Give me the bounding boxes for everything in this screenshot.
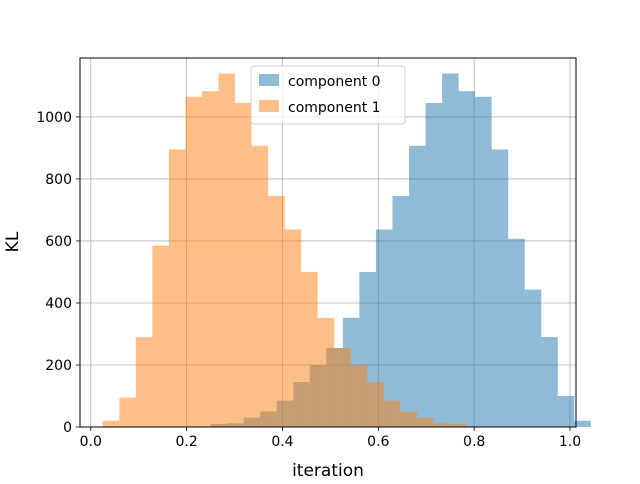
histogram-bar-component-1 [218,73,236,427]
x-tick-label: 0.0 [80,434,102,450]
histogram-bar-component-1 [416,417,434,427]
histogram-bar-component-1 [201,91,219,428]
histogram-bar-component-0 [541,337,558,427]
histogram-bar-component-1 [367,382,384,427]
y-tick-label: 200 [45,358,72,374]
legend-label-component-1: component 1 [288,100,381,116]
histogram-bar-component-1 [317,317,335,427]
legend-box [250,65,406,125]
y-axis-label: KL [3,231,23,252]
histogram-bar-component-0 [408,145,426,427]
histogram-bar-component-0 [557,395,575,427]
histogram-bar-component-1 [350,364,368,427]
histogram-bar-component-1 [449,423,467,427]
histogram-bar-component-1 [433,423,450,427]
histogram-bar-component-0 [375,229,393,427]
histogram-bar-component-0 [425,102,443,427]
histogram-bar-component-1 [168,149,186,427]
histogram-bar-component-0 [574,420,591,427]
legend: component 0 component 1 [250,65,406,125]
histogram-bar-component-1 [185,96,202,428]
histogram-bar-component-1 [400,411,417,427]
legend-swatch-component-1 [259,100,279,112]
y-tick-label: 1000 [36,110,72,126]
histogram-bar-component-1 [251,145,269,427]
y-ticks: 0 200 400 600 800 1000 [36,110,80,436]
histogram-bar-component-0 [491,149,509,427]
x-tick-label: 0.8 [463,434,485,450]
x-tick-label: 0.4 [271,434,293,450]
histogram-bar-component-1 [334,347,351,427]
histogram-bar-component-0 [392,195,409,427]
histogram-bar-component-1 [119,397,136,427]
x-tick-label: 1.0 [559,434,581,450]
x-ticks: 0.0 0.2 0.4 0.6 0.8 1.0 [80,427,581,450]
legend-swatch-component-0 [259,74,279,86]
plot-frame [79,57,577,428]
histogram-bar-component-1 [383,400,401,427]
legend-label-component-0: component 0 [288,74,381,90]
histogram-bar-component-1 [284,229,302,427]
y-tick-label: 600 [45,234,72,250]
histogram-bar-component-1 [268,195,285,427]
histogram-bar-component-0 [442,73,459,427]
x-axis-label: iteration [292,461,364,480]
histogram-bar-component-1 [135,337,153,427]
histogram-bar-component-1 [301,271,318,427]
x-tick-label: 0.2 [175,434,197,450]
y-tick-label: 800 [45,172,72,188]
histogram-bar-component-0 [524,289,542,427]
histogram-bar-component-0 [508,238,525,427]
x-tick-label: 0.6 [367,434,389,450]
histogram-bar-component-1 [102,420,120,427]
histogram-bar-component-1 [235,102,252,427]
histogram-bar-component-1 [152,245,169,427]
histogram-bars [102,73,591,428]
y-tick-label: 400 [45,296,72,312]
y-tick-label: 0 [63,420,72,436]
histogram-bar-component-0 [458,91,476,428]
histogram-bar-component-0 [475,96,492,428]
